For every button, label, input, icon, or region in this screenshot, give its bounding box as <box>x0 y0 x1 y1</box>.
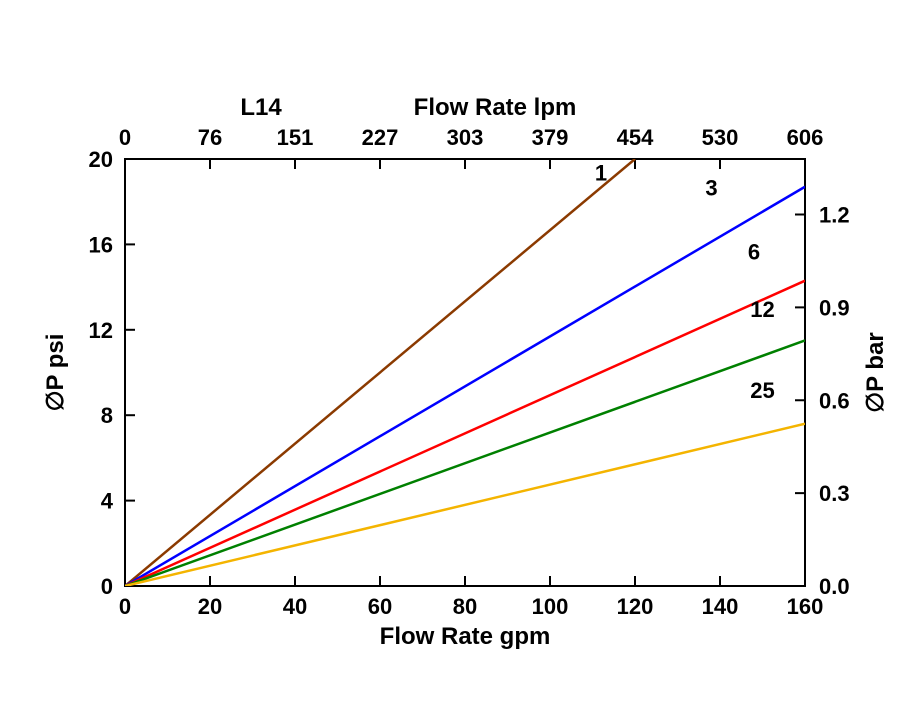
x-top-tick-label: 0 <box>119 125 131 150</box>
y-left-tick-label: 16 <box>89 232 113 257</box>
model-label: L14 <box>240 94 282 121</box>
y-right-tick-label: 0.6 <box>819 388 850 413</box>
x-bottom-tick-label: 0 <box>119 594 131 619</box>
y-left-tick-label: 4 <box>101 489 114 514</box>
x-top-tick-label: 606 <box>787 125 824 150</box>
x-top-tick-label: 379 <box>532 125 569 150</box>
x-bottom-tick-label: 120 <box>617 594 654 619</box>
series-label-25: 25 <box>750 378 774 403</box>
x-top-tick-label: 227 <box>362 125 399 150</box>
chart-root: 020406080100120140160Flow Rate gpm076151… <box>0 0 908 702</box>
y-left-label: ∅P psi <box>42 334 69 412</box>
x-top-tick-label: 151 <box>277 125 314 150</box>
x-bottom-tick-label: 40 <box>283 594 307 619</box>
x-top-label: Flow Rate lpm <box>414 94 577 121</box>
y-right-tick-label: 0.9 <box>819 295 850 320</box>
x-bottom-tick-label: 160 <box>787 594 824 619</box>
series-label-3: 3 <box>705 175 717 200</box>
y-right-tick-label: 1.2 <box>819 203 850 228</box>
x-top-tick-label: 530 <box>702 125 739 150</box>
y-left-tick-label: 8 <box>101 403 113 428</box>
x-bottom-tick-label: 100 <box>532 594 569 619</box>
x-top-tick-label: 454 <box>617 125 654 150</box>
y-right-tick-label: 0.0 <box>819 574 850 599</box>
x-bottom-tick-label: 20 <box>198 594 222 619</box>
y-right-label: ∅P bar <box>862 332 889 413</box>
x-bottom-label: Flow Rate gpm <box>380 623 551 650</box>
x-bottom-tick-label: 60 <box>368 594 392 619</box>
series-label-6: 6 <box>748 239 760 264</box>
x-top-tick-label: 303 <box>447 125 484 150</box>
y-left-tick-label: 12 <box>89 318 113 343</box>
series-label-1: 1 <box>595 160 607 185</box>
y-left-tick-label: 0 <box>101 574 113 599</box>
chart-svg: 020406080100120140160Flow Rate gpm076151… <box>0 0 908 702</box>
x-top-tick-label: 76 <box>198 125 222 150</box>
y-right-tick-label: 0.3 <box>819 481 850 506</box>
series-label-12: 12 <box>750 297 774 322</box>
x-bottom-tick-label: 140 <box>702 594 739 619</box>
x-bottom-tick-label: 80 <box>453 594 477 619</box>
y-left-tick-label: 20 <box>89 147 113 172</box>
